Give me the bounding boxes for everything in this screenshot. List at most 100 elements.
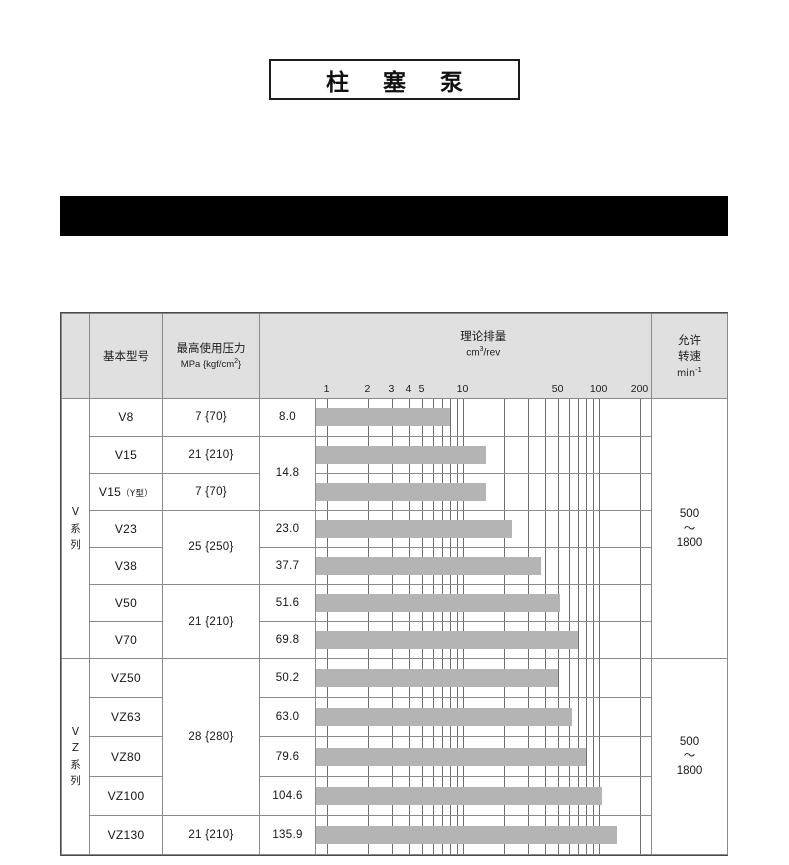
section-banner xyxy=(60,196,728,236)
model-cell: VZ50 xyxy=(89,658,163,699)
gridline xyxy=(640,815,641,854)
table-row: VZ63 63.0 xyxy=(62,697,728,738)
gridline xyxy=(544,473,546,510)
axis-tick-3: 3 xyxy=(388,383,395,396)
gridline xyxy=(599,547,601,584)
gridline xyxy=(592,659,594,698)
gridline xyxy=(599,399,601,436)
gridline xyxy=(592,436,594,473)
bar-V70 xyxy=(316,631,578,650)
table-row: V50 21 {210} 51.6 xyxy=(62,583,728,660)
page-title: 柱 塞 泵 xyxy=(325,69,476,96)
gridline xyxy=(640,473,641,510)
gridline xyxy=(599,510,601,547)
header-series xyxy=(61,312,90,400)
gridline xyxy=(544,399,546,436)
displacement-cell: 104.6 xyxy=(259,775,316,816)
spec-table-container: 基本型号 最高使用压力 MPa {kgf/cm2} 理论排量 cm3/rev 1 2 3 4 5 1… xyxy=(60,312,728,856)
header-displacement-spacer xyxy=(259,312,316,400)
displacement-cell: 23.0 xyxy=(259,509,316,548)
table-row: V15 21 {210} 14.8 xyxy=(62,435,728,511)
axis-tick-2: 2 xyxy=(364,383,371,396)
gridline xyxy=(558,399,560,436)
chart-bar-cell xyxy=(315,509,652,548)
gridline xyxy=(592,547,594,584)
gridline xyxy=(592,399,594,436)
gridline xyxy=(640,698,641,737)
gridline xyxy=(558,436,560,473)
gridline xyxy=(558,659,560,698)
table-row: V15（Y型） 7 {70} xyxy=(62,472,728,511)
axis-tick-4: 4 xyxy=(405,383,412,396)
model-cell: V38 xyxy=(89,546,163,585)
table-row: V Z 系列 VZ50 28 {280} 50.2 500 〜 1800 xyxy=(61,658,728,855)
gridline xyxy=(527,399,529,436)
table-row: VZ130 21 {210} 135.9 xyxy=(62,814,728,856)
header-pressure: 最高使用压力 MPa {kgf/cm2} xyxy=(162,312,260,400)
gridline xyxy=(592,510,594,547)
speed-cell: 500 〜 1800 xyxy=(651,658,728,855)
table-row: V70 69.8 xyxy=(62,621,728,660)
chart-bar-cell xyxy=(315,472,652,511)
displacement-cell: 8.0 xyxy=(259,398,316,437)
displacement-cell: 63.0 xyxy=(259,697,316,738)
gridline xyxy=(585,737,587,776)
gridline xyxy=(449,399,451,436)
chart-bar-cell xyxy=(315,546,652,585)
gridline xyxy=(585,659,587,698)
gridline xyxy=(544,436,546,473)
chart-axis-labels: 1 2 3 4 5 10 50 100 200 xyxy=(316,383,652,397)
pressure-cell: 25 {250} xyxy=(162,509,260,585)
bar-VZ63 xyxy=(316,708,572,727)
model-cell: VZ63 xyxy=(89,697,163,738)
gridline xyxy=(578,622,579,659)
gridline xyxy=(578,510,579,547)
bar-VZ130 xyxy=(316,825,618,844)
gridline xyxy=(558,473,560,510)
gridline xyxy=(527,510,529,547)
chart-bar-cell xyxy=(315,775,652,816)
chart-bar-cell xyxy=(315,697,652,738)
pressure-cell: 28 {280} xyxy=(162,658,260,816)
model-cell: VZ80 xyxy=(89,736,163,777)
model-cell: V15 xyxy=(89,435,163,474)
chart-bar-cell xyxy=(315,621,652,660)
chart-title: 理论排量 cm3/rev xyxy=(460,329,507,359)
bar-plot xyxy=(316,584,651,622)
gridline xyxy=(599,473,601,510)
gridline xyxy=(568,510,570,547)
gridline xyxy=(578,698,579,737)
gridline xyxy=(599,622,601,659)
bar-V38 xyxy=(316,556,542,575)
displacement-cell: 69.8 xyxy=(259,621,316,660)
gridline xyxy=(544,547,546,584)
gridline xyxy=(585,399,587,436)
chart-bar-cell xyxy=(315,658,652,699)
gridline xyxy=(599,659,601,698)
table-header-row: 基本型号 最高使用压力 MPa {kgf/cm2} 理论排量 cm3/rev 1 2 3 4 5 1… xyxy=(61,312,728,400)
gridline xyxy=(585,698,587,737)
table-row: VZ100 104.6 xyxy=(62,775,728,816)
gridline xyxy=(568,584,570,622)
gridline xyxy=(592,584,594,622)
gridline xyxy=(456,399,458,436)
gridline xyxy=(585,584,587,622)
gridline xyxy=(568,473,570,510)
gridline xyxy=(592,473,594,510)
pressure-cell: 21 {210} xyxy=(162,435,260,474)
bar-plot xyxy=(316,547,651,584)
bar-plot xyxy=(316,622,651,659)
gridline xyxy=(578,473,579,510)
gridline xyxy=(640,584,641,622)
axis-tick-1: 1 xyxy=(323,383,330,396)
gridline xyxy=(640,622,641,659)
gridline xyxy=(640,737,641,776)
bar-V23 xyxy=(316,519,513,538)
header-speed: 允许 转速 min-1 xyxy=(651,312,728,400)
chart-bar-cell xyxy=(315,736,652,777)
model-cell: VZ100 xyxy=(89,775,163,816)
table-row: VZ80 79.6 xyxy=(62,736,728,777)
gridline xyxy=(585,473,587,510)
axis-tick-100: 100 xyxy=(589,383,608,396)
bar-plot xyxy=(316,737,651,776)
